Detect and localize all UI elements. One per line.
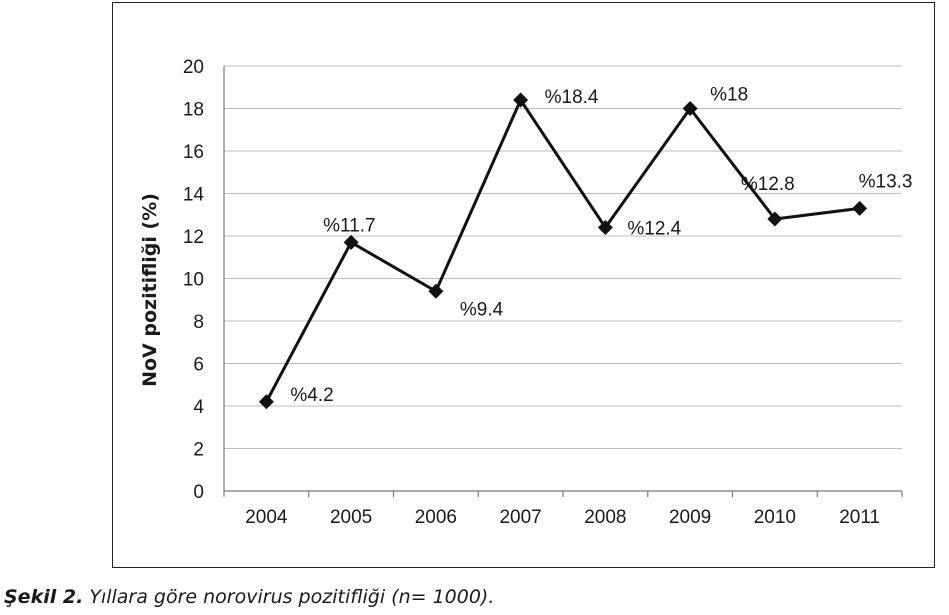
x-tick-labels: 2004 2005 2006 2007 2008 2009 2010 2011 — [245, 507, 880, 528]
y-tick-label: 16 — [183, 142, 204, 163]
chart-frame: 0 2 4 6 8 10 12 14 16 18 20 2004 2005 2006 2007 2008 20… — [112, 2, 935, 568]
data-label: %11.7 — [323, 215, 375, 236]
y-tick-label: 4 — [193, 397, 204, 418]
data-label: %9.4 — [460, 299, 504, 320]
data-point-marker — [767, 211, 783, 227]
x-tick-label: 2006 — [415, 507, 457, 528]
y-tick-label: 20 — [183, 57, 204, 78]
data-point-marker — [852, 200, 868, 216]
data-point-marker — [682, 101, 698, 116]
y-tick-label: 14 — [183, 185, 205, 206]
data-labels: %4.2 %11.7 %9.4 %18.4 %12.4 %18 %12.8 %13.3 — [290, 85, 912, 406]
data-point-marker — [513, 92, 529, 108]
series-line-group — [265, 96, 860, 403]
data-label: %12.4 — [627, 219, 681, 240]
y-axis-title: NoV pozitifliği (%) — [139, 193, 161, 387]
x-tick-label: 2011 — [839, 507, 880, 528]
figure-caption: Şekil 2. Yıllara göre norovirus pozitifl… — [4, 586, 494, 608]
x-tick-label: 2009 — [669, 507, 711, 528]
x-tick-label: 2010 — [754, 507, 796, 528]
y-tick-label: 2 — [193, 440, 204, 461]
caption-label: Şekil 2. — [4, 586, 84, 608]
data-label: %4.2 — [290, 385, 333, 406]
data-point-marker — [428, 283, 444, 299]
x-tick-label: 2008 — [584, 507, 626, 528]
data-label: %12.8 — [741, 174, 795, 195]
y-tick-labels: 0 2 4 6 8 10 12 14 16 18 20 — [183, 57, 205, 503]
y-tick-label: 8 — [193, 312, 204, 333]
x-tick-label: 2007 — [499, 507, 541, 528]
y-tick-label: 18 — [183, 100, 204, 121]
markers — [258, 92, 868, 410]
y-tick-label: 12 — [183, 227, 204, 248]
y-tick-label: 6 — [193, 355, 204, 376]
x-tick-label: 2005 — [330, 507, 372, 528]
data-label: %18 — [710, 85, 748, 106]
y-tick-label: 0 — [193, 482, 204, 503]
caption-text: Yıllara göre norovirus pozitifliği (n= 1… — [83, 586, 495, 608]
gridlines — [224, 65, 902, 449]
axes — [223, 66, 903, 497]
series-line — [265, 96, 860, 403]
data-point-marker — [597, 220, 613, 235]
data-point-marker — [258, 394, 274, 410]
data-point-marker — [343, 234, 359, 250]
data-label: %18.4 — [545, 87, 599, 108]
data-label: %13.3 — [859, 171, 913, 192]
y-tick-label: 10 — [183, 270, 204, 291]
x-tick-label: 2004 — [245, 507, 288, 528]
